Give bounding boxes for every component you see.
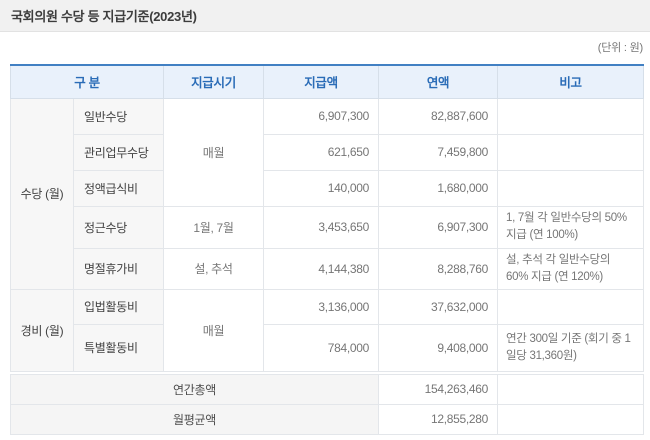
payment-amount: 3,453,650 xyxy=(263,205,380,249)
remark xyxy=(497,288,645,325)
annual-amount: 1,680,000 xyxy=(378,169,499,207)
remark xyxy=(497,169,645,207)
remark xyxy=(497,133,645,171)
remark: 1, 7월 각 일반수당의 50% 지급 (연 100%) xyxy=(497,205,645,249)
payment-timing: 매월 xyxy=(163,288,265,372)
annual-amount: 7,459,800 xyxy=(378,133,499,171)
summary-label: 월평균액 xyxy=(9,403,380,435)
col-header-remarks: 비고 xyxy=(497,64,645,99)
table-row-meal-allowance: 정액급식비 140,000 1,680,000 xyxy=(11,169,645,207)
table-row-management-allowance: 관리업무수당 621,650 7,459,800 xyxy=(11,133,645,171)
col-header-category: 구 분 xyxy=(9,64,165,99)
item-name: 정액급식비 xyxy=(72,169,165,207)
item-name: 관리업무수당 xyxy=(72,133,165,171)
col-header-annual: 연액 xyxy=(378,64,499,99)
annual-amount: 37,632,000 xyxy=(378,288,499,325)
allowance-table: 구 분 지급시기 지급액 연액 비고 수당 (월) 일반수당 매월 6,907,… xyxy=(9,64,645,435)
table-row-monthly-average: 월평균액 12,855,280 xyxy=(9,403,645,435)
unit-note: (단위 : 원) xyxy=(597,42,643,54)
header-row: 구 분 지급시기 지급액 연액 비고 xyxy=(9,64,645,99)
annual-amount: 6,907,300 xyxy=(378,205,499,249)
annual-amount: 82,887,600 xyxy=(378,97,499,135)
group-cell-allowance-monthly: 수당 (월) xyxy=(10,97,74,290)
remark xyxy=(497,373,645,405)
item-name: 특별활동비 xyxy=(72,323,165,372)
payment-amount: 6,907,300 xyxy=(263,97,380,135)
payment-amount: 4,144,380 xyxy=(263,247,380,290)
table-row-general-allowance: 수당 (월) 일반수당 매월 6,907,300 82,887,600 xyxy=(10,97,645,290)
payment-amount: 140,000 xyxy=(263,169,380,207)
table-row-special-activity: 특별활동비 784,000 9,408,000 연간 300일 기준 (회기 중… xyxy=(11,323,645,372)
table-row-diligence-allowance: 정근수당 1월, 7월 3,453,650 6,907,300 1, 7월 각 … xyxy=(11,205,645,249)
payment-amount: 3,136,000 xyxy=(263,288,380,325)
table-row-holiday-bonus: 명절휴가비 설, 추석 4,144,380 8,288,760 설, 추석 각 … xyxy=(11,247,645,290)
summary-label: 연간총액 xyxy=(9,373,380,405)
payment-timing: 매월 xyxy=(163,97,265,207)
item-name: 입법활동비 xyxy=(72,288,165,325)
annual-amount: 9,408,000 xyxy=(378,323,499,372)
item-name: 명절휴가비 xyxy=(72,247,165,290)
table-row-annual-total: 연간총액 154,263,460 xyxy=(9,373,645,405)
group-cell-expense-monthly: 경비 (월) xyxy=(10,288,74,372)
payment-timing: 1월, 7월 xyxy=(163,205,265,249)
payment-amount: 621,650 xyxy=(263,133,380,171)
page-title: 국회의원 수당 등 지급기준(2023년) xyxy=(11,9,197,24)
payment-amount: 784,000 xyxy=(263,323,380,372)
item-name: 일반수당 xyxy=(72,97,165,135)
payment-timing: 설, 추석 xyxy=(163,247,265,290)
annual-amount: 8,288,760 xyxy=(378,247,499,290)
summary-value: 12,855,280 xyxy=(378,403,499,435)
summary-value: 154,263,460 xyxy=(378,373,499,405)
page-title-bar: 국회의원 수당 등 지급기준(2023년) xyxy=(0,0,650,32)
table-spacer xyxy=(10,371,644,374)
remark: 설, 추석 각 일반수당의 60% 지급 (연 120%) xyxy=(497,247,645,290)
remark xyxy=(497,403,645,435)
remark: 연간 300일 기준 (회기 중 1일당 31,360원) xyxy=(497,323,645,372)
remark xyxy=(497,97,645,135)
item-name: 정근수당 xyxy=(72,205,165,249)
col-header-timing: 지급시기 xyxy=(163,64,265,99)
table-row-legislative-activity: 경비 (월) 입법활동비 매월 3,136,000 37,632,000 xyxy=(10,288,645,372)
col-header-payment: 지급액 xyxy=(263,64,380,99)
